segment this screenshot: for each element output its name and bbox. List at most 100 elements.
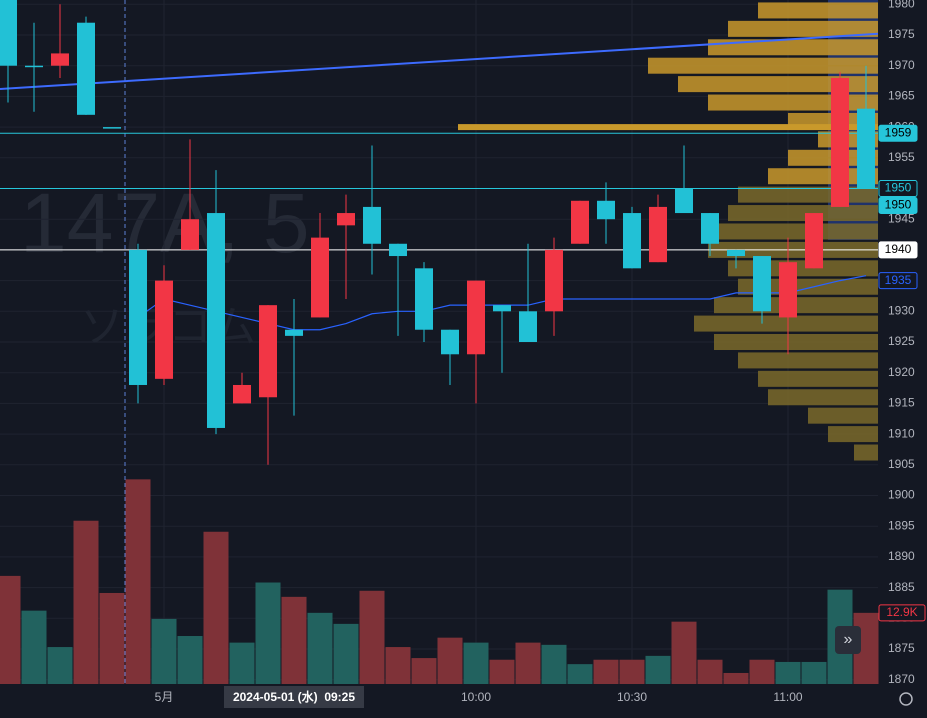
profile-bar bbox=[728, 260, 878, 277]
scroll-icon: » bbox=[844, 631, 853, 648]
y-tick-label: 1905 bbox=[888, 457, 915, 471]
y-tick-label: 1925 bbox=[888, 334, 915, 348]
price-label-box bbox=[878, 272, 918, 290]
volume-bar bbox=[229, 642, 255, 684]
profile-bar bbox=[678, 76, 878, 93]
volume-label: 12.9K bbox=[886, 605, 917, 619]
price-label-box bbox=[878, 196, 918, 214]
candle-body bbox=[181, 219, 199, 250]
volume-bar bbox=[385, 647, 411, 684]
price-label: 1950 bbox=[885, 198, 912, 212]
volume-bar bbox=[333, 623, 359, 684]
crosshair-label: 2024-05-01 (水) 09:25 bbox=[233, 689, 355, 704]
volume-bar bbox=[749, 659, 775, 684]
trendline bbox=[0, 32, 879, 91]
candle-body bbox=[259, 305, 277, 398]
candle-body bbox=[467, 280, 485, 355]
profile-bar bbox=[728, 20, 878, 37]
candle-body bbox=[753, 256, 771, 312]
crosshair-label-box bbox=[224, 686, 364, 708]
candle-body bbox=[623, 213, 641, 269]
y-tick-label: 1930 bbox=[888, 303, 915, 317]
candle-body bbox=[285, 329, 303, 336]
y-tick-label: 1980 bbox=[888, 0, 915, 10]
candle-body bbox=[363, 206, 381, 244]
profile-bar bbox=[738, 186, 878, 203]
y-tick-label: 1890 bbox=[888, 549, 915, 563]
y-tick-label: 1910 bbox=[888, 426, 915, 440]
profile-bar bbox=[828, 426, 878, 443]
profile-bar bbox=[738, 352, 878, 369]
candle-body bbox=[701, 213, 719, 244]
candle-body bbox=[857, 108, 875, 189]
candle-body bbox=[51, 53, 69, 66]
profile-bar bbox=[728, 205, 878, 222]
volume-bar bbox=[619, 659, 645, 684]
candle-body bbox=[233, 384, 251, 404]
volume-bar bbox=[489, 659, 515, 684]
volume-bar bbox=[541, 644, 567, 684]
volume-bar bbox=[307, 612, 333, 684]
y-tick-label: 1870 bbox=[888, 672, 915, 686]
volume-bar bbox=[255, 582, 281, 684]
candle-body bbox=[571, 200, 589, 244]
candle-body bbox=[25, 65, 43, 68]
candle-body bbox=[805, 213, 823, 269]
x-tick-label: 5月 bbox=[155, 690, 174, 704]
candle-body bbox=[779, 262, 797, 318]
x-tick-label: 10:30 bbox=[617, 690, 647, 704]
volume-bar bbox=[203, 531, 229, 684]
x-tick-label: 10:00 bbox=[461, 690, 491, 704]
y-tick-label: 1885 bbox=[888, 580, 915, 594]
candle-body bbox=[129, 249, 147, 385]
profile-bar bbox=[768, 389, 878, 406]
volume-bar bbox=[99, 592, 125, 684]
volume-bar bbox=[671, 621, 697, 684]
volume-bar bbox=[0, 575, 21, 684]
candle-body bbox=[311, 237, 329, 318]
x-tick-label: 11:00 bbox=[773, 690, 802, 704]
candle-body bbox=[675, 188, 693, 214]
y-tick-label: 1875 bbox=[888, 641, 915, 655]
candle-body bbox=[207, 213, 225, 428]
profile-bar bbox=[758, 2, 878, 19]
candle-body bbox=[441, 329, 459, 355]
volume-bar bbox=[177, 636, 203, 684]
volume-bar bbox=[411, 658, 437, 684]
volume-bar bbox=[567, 664, 593, 684]
candle-body bbox=[727, 249, 745, 257]
profile-bar bbox=[714, 334, 878, 350]
candle-body bbox=[519, 311, 537, 342]
profile-bar bbox=[758, 370, 878, 387]
y-tick-label: 1975 bbox=[888, 27, 915, 41]
price-label: 1950 bbox=[885, 181, 912, 195]
candle-body bbox=[415, 268, 433, 330]
volume-bar bbox=[73, 520, 99, 684]
price-label: 1935 bbox=[885, 273, 912, 287]
candle-body bbox=[0, 0, 17, 66]
volume-bar bbox=[697, 659, 723, 684]
volume-bar bbox=[151, 618, 177, 684]
y-axis bbox=[878, 0, 927, 713]
candle-body bbox=[493, 305, 511, 312]
y-tick-label: 1900 bbox=[888, 488, 915, 502]
profile-bar bbox=[808, 407, 878, 424]
profile-bar bbox=[694, 315, 878, 332]
volume-bar bbox=[775, 661, 801, 684]
volume-label-box bbox=[878, 604, 926, 622]
profile-bar bbox=[648, 57, 878, 74]
candle-body bbox=[77, 22, 95, 115]
y-tick-label: 1955 bbox=[888, 150, 915, 164]
volume-bar bbox=[801, 661, 827, 684]
volume-bar bbox=[723, 672, 749, 684]
volume-bar bbox=[47, 647, 73, 684]
profile-bar bbox=[768, 168, 878, 185]
settings-icon[interactable] bbox=[899, 692, 913, 706]
y-tick-label: 1915 bbox=[888, 396, 915, 410]
scroll-button[interactable] bbox=[835, 626, 861, 654]
candle-body bbox=[103, 127, 121, 129]
profile-poc bbox=[458, 124, 878, 131]
price-label-box bbox=[878, 179, 918, 197]
profile-bar bbox=[854, 444, 878, 461]
candle-body bbox=[831, 77, 849, 207]
